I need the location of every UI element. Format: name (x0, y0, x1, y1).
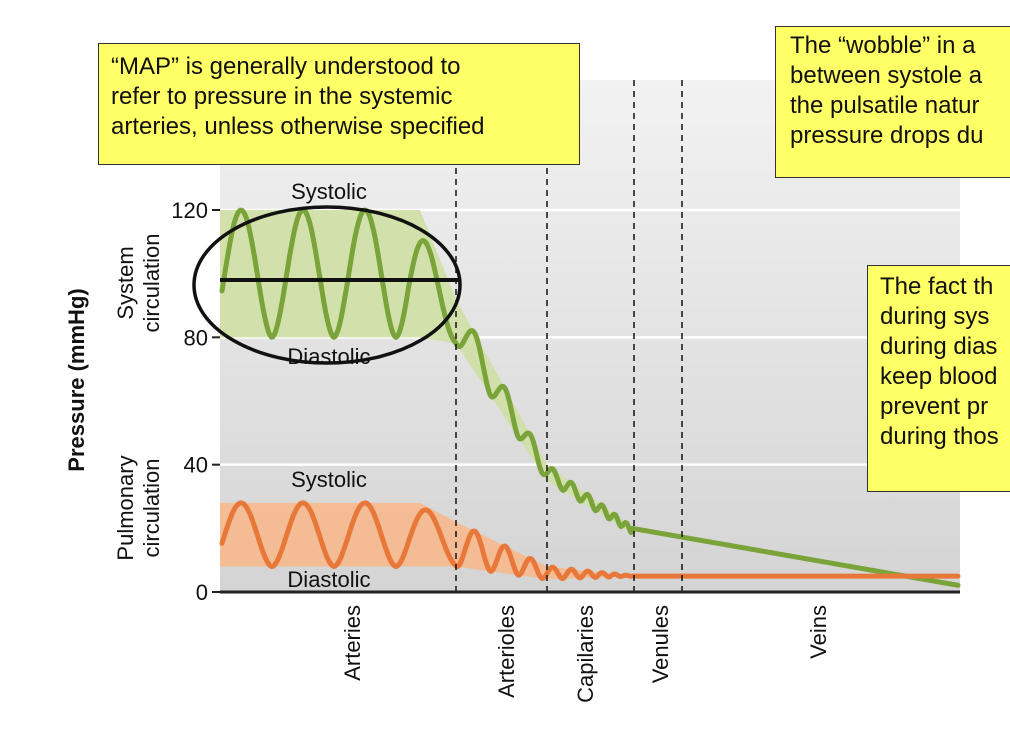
y-tick-label: 80 (184, 325, 208, 350)
map-note-line: refer to pressure in the systemic (111, 83, 453, 110)
x-tick-label: Venules (648, 605, 673, 683)
group-label: Pulmonary circulation (113, 455, 164, 560)
pulmonary-systolic-label: Systolic (291, 467, 367, 492)
fact-note-line: keep blood (880, 363, 998, 390)
x-tick-label: Arterioles (494, 605, 519, 698)
x-tick-label: Capilaries (573, 605, 598, 703)
wobble-note-line: The “wobble” in a (790, 32, 976, 59)
systemic-diastolic-label: Diastolic (287, 344, 370, 369)
wobble-note-line: between systole a (790, 62, 983, 89)
y-tick-label: 40 (184, 453, 208, 478)
pulmonary-diastolic-label: Diastolic (287, 567, 370, 592)
systemic-pressure-line (219, 207, 961, 588)
wobble-note-line: pressure drops du (790, 122, 984, 149)
map-highlight-ellipse (192, 205, 462, 365)
group-label-line: circulation (139, 233, 164, 332)
wobble-note: The “wobble” in a between systole a the … (775, 26, 1010, 178)
x-tick-label: Arteries (340, 605, 365, 681)
fact-note-line: during thos (880, 423, 999, 450)
y-axis-label: Pressure (mmHg) (64, 288, 89, 471)
group-label-line: Pulmonary (113, 455, 138, 560)
map-note-line: arteries, unless otherwise specified (111, 113, 485, 140)
pressure-fact-note: The fact th during sys during dias keep … (867, 265, 1010, 492)
group-label-line: System (113, 246, 138, 319)
group-label-line: circulation (139, 458, 164, 557)
fact-note-line: during dias (880, 333, 998, 360)
group-label: System circulation (113, 233, 164, 332)
map-note-line: “MAP” is generally understood to (111, 53, 461, 80)
fact-note-line: The fact th (880, 273, 994, 300)
pulmonary-pressure-line (219, 500, 961, 581)
wobble-note-line: the pulsatile natur (790, 92, 980, 119)
y-tick-label: 120 (171, 198, 208, 223)
fact-note-line: prevent pr (880, 393, 989, 420)
map-definition-note: “MAP” is generally understood to refer t… (98, 43, 580, 165)
x-tick-label: Veins (806, 605, 831, 659)
y-tick-label: 0 (196, 580, 208, 605)
fact-note-line: during sys (880, 303, 990, 330)
systemic-systolic-label: Systolic (291, 179, 367, 204)
